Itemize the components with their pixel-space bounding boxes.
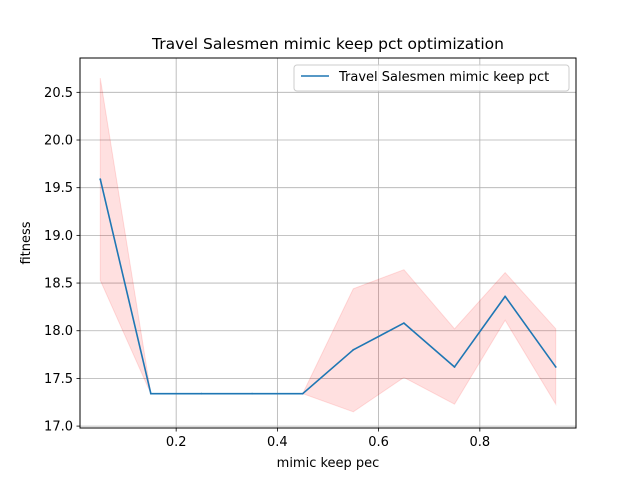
grid-layer	[80, 58, 576, 428]
x-tick-label: 0.8	[469, 435, 490, 450]
chart-title: Travel Salesmen mimic keep pct optimizat…	[151, 35, 504, 53]
x-tick-label: 0.4	[267, 435, 288, 450]
x-tick-label: 0.6	[368, 435, 389, 450]
y-tick-label: 17.0	[44, 420, 73, 435]
data-point	[251, 392, 253, 395]
y-tick-label: 19.5	[44, 181, 73, 196]
x-tick-label: 0.2	[166, 435, 187, 450]
data-point	[504, 295, 507, 298]
legend: Travel Salesmen mimic keep pct	[293, 64, 570, 92]
y-tick-label: 19.0	[44, 229, 73, 244]
data-point	[403, 322, 405, 325]
legend-box	[293, 64, 570, 92]
confidence-band	[99, 77, 557, 413]
y-tick-label: 17.5	[44, 372, 73, 387]
y-axis-label: fitness	[19, 221, 34, 264]
x-axis-label: mimic keep pec	[277, 456, 380, 471]
y-tick-label: 18.0	[44, 324, 73, 339]
plot-frame	[79, 57, 577, 429]
band-layer	[99, 77, 557, 413]
line-layer	[99, 178, 557, 395]
data-point	[453, 366, 456, 368]
tick-layer: 0.2 0.4 0.6 0.8 17.0 17.5 18.0 18.5 19.0 19.5 20.0…	[44, 86, 490, 450]
y-tick-label: 20.0	[44, 134, 73, 149]
y-tick-label: 20.5	[44, 86, 73, 101]
data-point	[301, 392, 304, 395]
y-tick-label: 18.5	[44, 277, 73, 292]
data-point	[200, 392, 203, 395]
series-line	[99, 178, 557, 395]
data-point	[352, 348, 355, 351]
data-point	[149, 392, 152, 395]
data-point	[554, 366, 557, 368]
legend-label: Travel Salesmen mimic keep pct	[338, 70, 549, 85]
data-point	[99, 178, 102, 181]
